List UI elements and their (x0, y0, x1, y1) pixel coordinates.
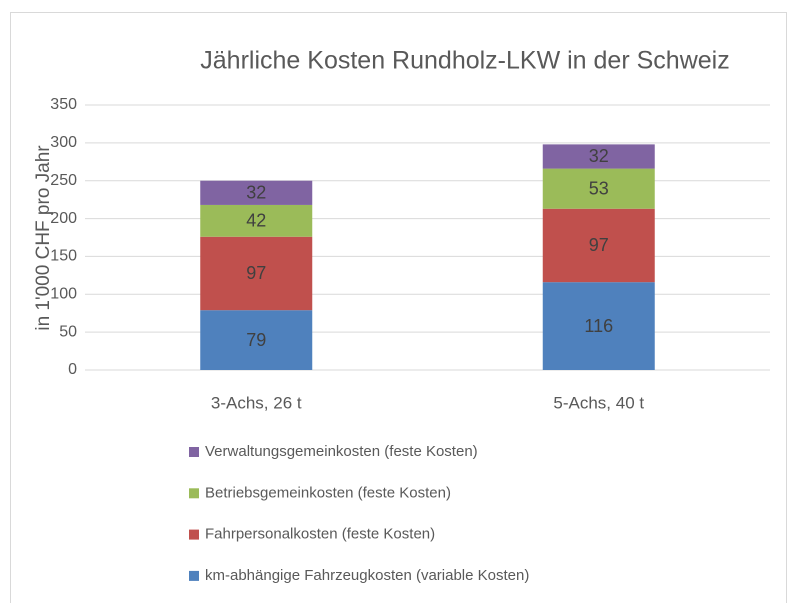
data-label: 42 (246, 211, 266, 231)
bar-segment (542, 282, 655, 370)
data-label: 79 (246, 330, 266, 350)
legend-label: km-abhängige Fahrzeugkosten (variable Ko… (205, 567, 529, 584)
chart-title: Jährliche Kosten Rundholz-LKW in der Sch… (200, 47, 729, 75)
bar-segment (200, 310, 313, 370)
bar-segment (542, 144, 655, 169)
y-tick-label: 350 (50, 96, 77, 113)
legend-swatch (189, 529, 199, 540)
bar-segment (200, 204, 313, 237)
data-label: 116 (584, 316, 613, 336)
data-label: 32 (246, 183, 266, 203)
legend-swatch (189, 488, 199, 499)
bar-segment (542, 208, 655, 283)
legend-label: Fahrpersonalkosten (feste Kosten) (205, 526, 435, 543)
data-label: 53 (589, 178, 609, 198)
bar-segment (200, 236, 313, 311)
y-axis-label: in 1'000 CHF pro Jahr (33, 145, 54, 331)
y-tick-label: 50 (59, 323, 77, 340)
y-tick-label: 250 (50, 172, 77, 189)
bar-segment (542, 168, 655, 209)
x-tick-label: 5-Achs, 40 t (553, 393, 644, 412)
y-tick-label: 150 (50, 248, 77, 265)
x-tick-label: 3-Achs, 26 t (211, 393, 302, 412)
legend-swatch (189, 447, 199, 457)
legend-swatch (189, 570, 199, 581)
y-tick-label: 300 (50, 134, 77, 151)
bar-segment (200, 180, 313, 205)
chart-frame (10, 12, 787, 603)
data-label: 97 (589, 235, 609, 255)
data-label: 97 (246, 263, 266, 283)
y-tick-label: 0 (68, 361, 77, 378)
legend-label: Verwaltungsgemeinkosten (feste Kosten) (205, 443, 478, 460)
data-label: 32 (589, 146, 609, 166)
y-tick-label: 100 (50, 286, 77, 303)
legend-label: Betriebsgemeinkosten (feste Kosten) (205, 484, 451, 501)
y-tick-label: 200 (50, 210, 77, 227)
